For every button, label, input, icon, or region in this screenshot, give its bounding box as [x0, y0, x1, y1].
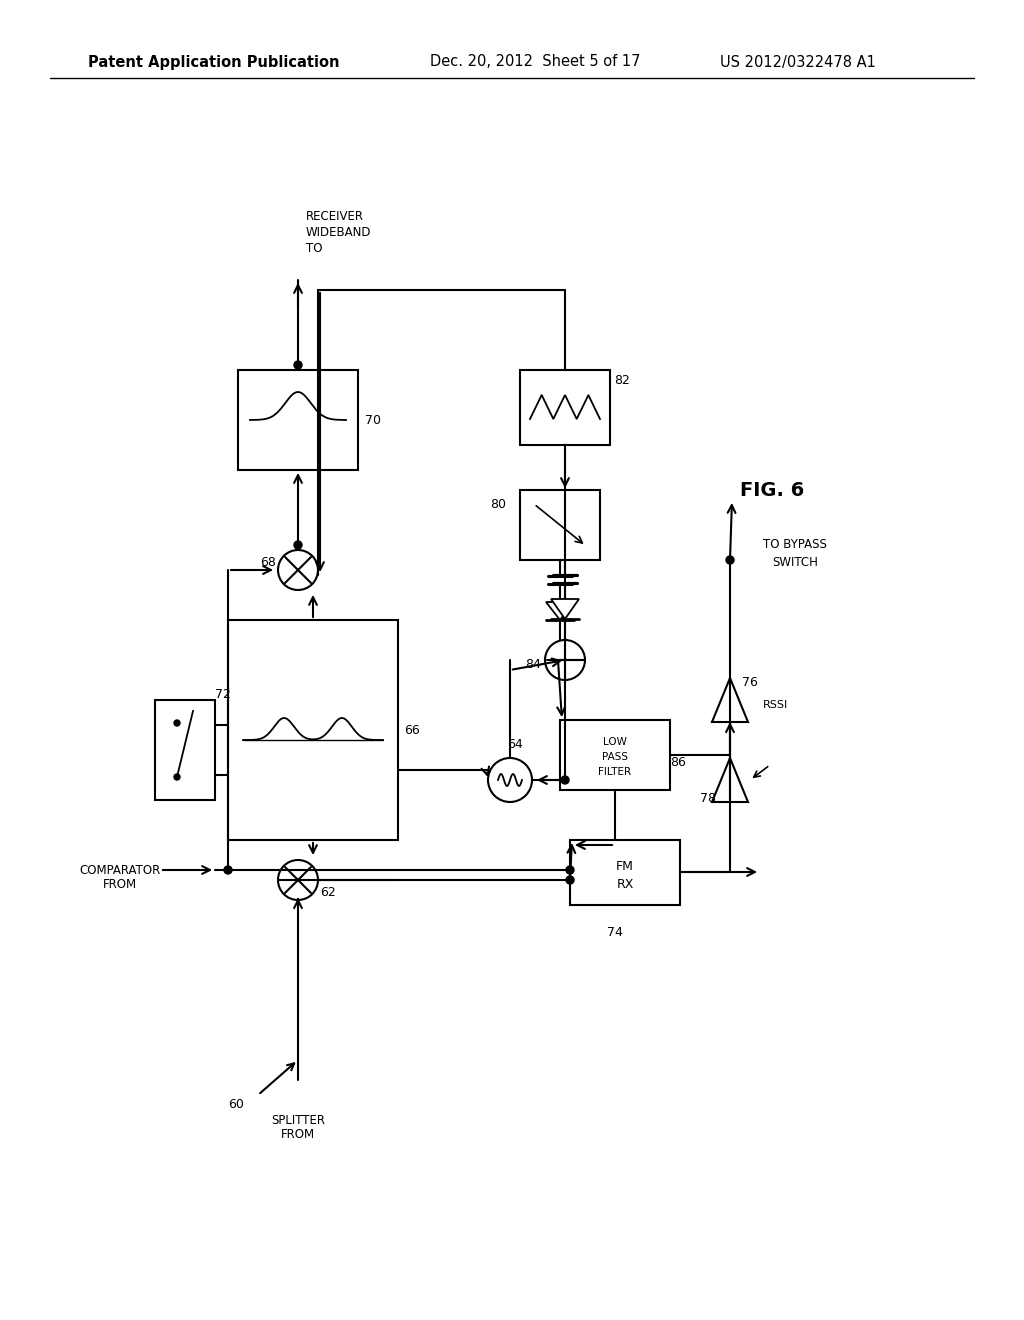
Text: 78: 78 — [700, 792, 716, 804]
Circle shape — [726, 556, 734, 564]
Text: RX: RX — [616, 878, 634, 891]
Circle shape — [174, 774, 180, 780]
Text: 72: 72 — [215, 689, 231, 701]
Text: RSSI: RSSI — [763, 700, 787, 710]
Bar — [238, 370, 358, 470]
Text: 76: 76 — [742, 676, 758, 689]
Circle shape — [224, 866, 232, 874]
Circle shape — [566, 876, 574, 884]
Text: US 2012/0322478 A1: US 2012/0322478 A1 — [720, 54, 876, 70]
Bar — [520, 370, 610, 445]
Text: FM: FM — [616, 861, 634, 874]
Text: 80: 80 — [490, 499, 506, 511]
Text: FIG. 6: FIG. 6 — [740, 480, 804, 499]
Text: Patent Application Publication: Patent Application Publication — [88, 54, 340, 70]
Circle shape — [278, 550, 318, 590]
Text: LOW: LOW — [603, 737, 627, 747]
Text: 86: 86 — [670, 756, 686, 770]
Polygon shape — [551, 599, 579, 619]
Text: RECEIVER: RECEIVER — [306, 210, 364, 223]
Bar — [520, 490, 600, 560]
Text: 70: 70 — [365, 413, 381, 426]
Text: COMPARATOR: COMPARATOR — [80, 863, 161, 876]
Bar — [570, 840, 680, 906]
Circle shape — [174, 719, 180, 726]
Bar — [228, 620, 398, 840]
Text: FROM: FROM — [103, 879, 137, 891]
Text: 68: 68 — [260, 556, 275, 569]
Circle shape — [294, 541, 302, 549]
Text: 60: 60 — [228, 1098, 244, 1111]
Text: 84: 84 — [525, 659, 541, 672]
Text: SWITCH: SWITCH — [772, 556, 818, 569]
Text: TO: TO — [306, 242, 323, 255]
Text: PASS: PASS — [602, 752, 628, 762]
Text: 74: 74 — [607, 927, 623, 940]
Text: 82: 82 — [614, 374, 630, 387]
Circle shape — [278, 861, 318, 900]
Circle shape — [488, 758, 532, 803]
Text: 64: 64 — [507, 738, 523, 751]
Circle shape — [561, 776, 569, 784]
Polygon shape — [546, 602, 574, 620]
Text: 66: 66 — [404, 723, 420, 737]
Text: 62: 62 — [321, 886, 336, 899]
Text: TO BYPASS: TO BYPASS — [763, 539, 827, 552]
Text: Dec. 20, 2012  Sheet 5 of 17: Dec. 20, 2012 Sheet 5 of 17 — [430, 54, 640, 70]
Text: FROM: FROM — [281, 1129, 315, 1142]
Text: FILTER: FILTER — [598, 767, 632, 777]
Text: WIDEBAND: WIDEBAND — [306, 226, 372, 239]
Bar — [155, 700, 215, 800]
Circle shape — [566, 866, 574, 874]
Circle shape — [294, 360, 302, 370]
Bar — [560, 719, 670, 789]
Text: SPLITTER: SPLITTER — [271, 1114, 325, 1126]
Circle shape — [545, 640, 585, 680]
